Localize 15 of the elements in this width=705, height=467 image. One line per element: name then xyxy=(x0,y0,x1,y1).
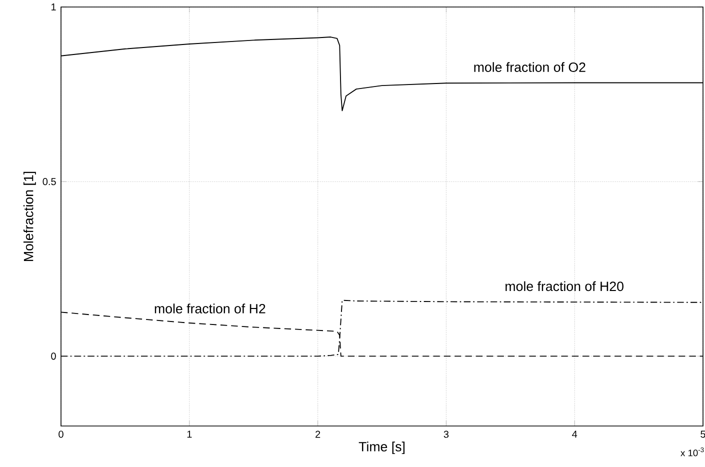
y-tick-label: 1 xyxy=(51,4,56,10)
x-tick-label: 1 xyxy=(187,430,192,438)
x-tick-label: 4 xyxy=(572,430,578,438)
y-tick-label: 0 xyxy=(51,352,56,360)
y-axis-title: Molefraction [1] xyxy=(23,172,36,261)
x-axis-title: Time [s] xyxy=(358,442,405,454)
x-tick-label: 5 xyxy=(700,430,705,438)
series-label: mole fraction of H20 xyxy=(506,281,624,292)
series-label: mole fraction of O2 xyxy=(474,62,586,72)
x-tick-label: 2 xyxy=(316,430,320,438)
series-label: mole fraction of H2 xyxy=(154,304,266,314)
x-tick-label: 0 xyxy=(58,430,64,438)
text: x 10$^{-3}$ xyxy=(680,447,704,456)
y-tick-label: 0.5 xyxy=(42,178,56,186)
x-tick-label: 3 xyxy=(444,430,449,438)
